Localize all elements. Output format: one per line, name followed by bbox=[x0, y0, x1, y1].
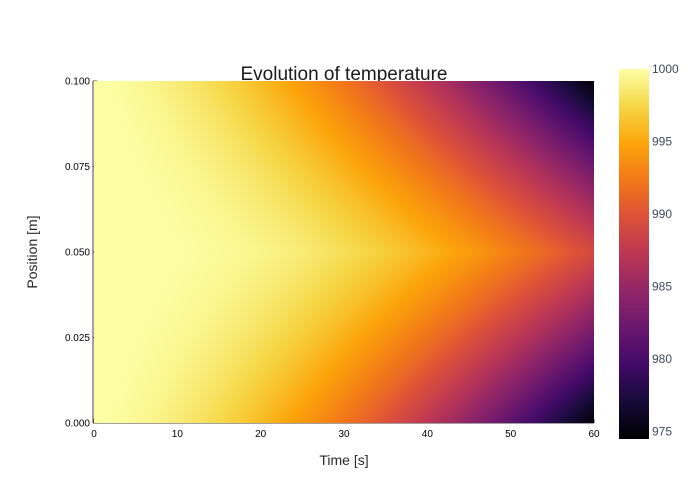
y-axis-ticks: 0.000 0.025 0.050 0.075 0.100 bbox=[65, 77, 97, 430]
colorbar-tick-label: 980 bbox=[652, 352, 672, 366]
heatmap-cells bbox=[94, 81, 594, 423]
chart-title: Evolution of temperature bbox=[240, 64, 447, 85]
x-tick-label: 10 bbox=[172, 429, 184, 440]
x-tick-label: 20 bbox=[255, 429, 267, 440]
y-tick-label: 0.000 bbox=[65, 419, 90, 430]
colorbar-ticks: 975 980 985 990 995 1000 bbox=[652, 62, 679, 439]
y-axis-label: Position [m] bbox=[24, 215, 40, 288]
x-tick-label: 0 bbox=[91, 429, 97, 440]
colorbar-tick-label: 1000 bbox=[652, 62, 679, 76]
y-tick-label: 0.075 bbox=[65, 162, 90, 173]
x-tick-label: 50 bbox=[505, 429, 517, 440]
y-tick-label: 0.050 bbox=[65, 248, 90, 259]
x-tick-label: 30 bbox=[338, 429, 350, 440]
x-axis-label: Time [s] bbox=[319, 452, 368, 468]
colorbar-tick-label: 995 bbox=[652, 135, 672, 149]
colorbar-tick-label: 975 bbox=[652, 425, 672, 439]
x-tick-label: 60 bbox=[588, 429, 600, 440]
y-tick-label: 0.025 bbox=[65, 333, 90, 344]
colorbar bbox=[619, 69, 649, 439]
colorbar-tick-label: 985 bbox=[652, 280, 672, 294]
y-tick-label: 0.100 bbox=[65, 77, 90, 88]
colorbar-tick-label: 990 bbox=[652, 207, 672, 221]
x-tick-label: 40 bbox=[422, 429, 434, 440]
